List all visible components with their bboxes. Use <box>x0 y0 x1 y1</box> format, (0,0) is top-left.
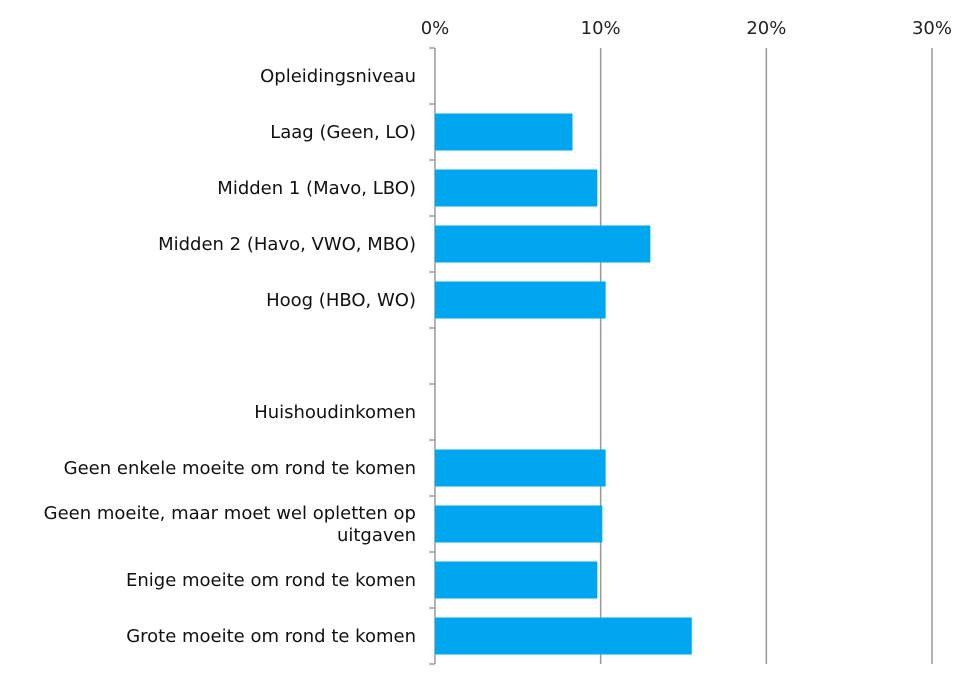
category-label: uitgaven <box>337 525 416 546</box>
bar <box>435 169 598 207</box>
category-label: Enige moeite om rond te komen <box>126 570 416 591</box>
x-tick-label: 0% <box>421 18 450 39</box>
x-tick-label: 30% <box>912 18 952 39</box>
bar <box>435 561 598 599</box>
category-label: Midden 1 (Mavo, LBO) <box>217 178 416 199</box>
bar <box>435 225 651 263</box>
category-label: Huishoudinkomen <box>254 402 416 423</box>
category-label: Geen moeite, maar moet wel opletten op <box>44 503 416 524</box>
bar <box>435 113 573 151</box>
bar <box>435 449 606 487</box>
bar <box>435 505 603 543</box>
category-label: Laag (Geen, LO) <box>270 122 416 143</box>
category-label: Grote moeite om rond te komen <box>126 626 416 647</box>
x-tick-label: 20% <box>746 18 786 39</box>
x-tick-label: 10% <box>581 18 621 39</box>
category-label: Opleidingsniveau <box>260 66 416 87</box>
category-label: Geen enkele moeite om rond te komen <box>64 458 416 479</box>
category-label: Hoog (HBO, WO) <box>266 290 416 311</box>
category-label: Midden 2 (Havo, VWO, MBO) <box>158 234 416 255</box>
bar <box>435 281 606 319</box>
bar <box>435 617 692 655</box>
